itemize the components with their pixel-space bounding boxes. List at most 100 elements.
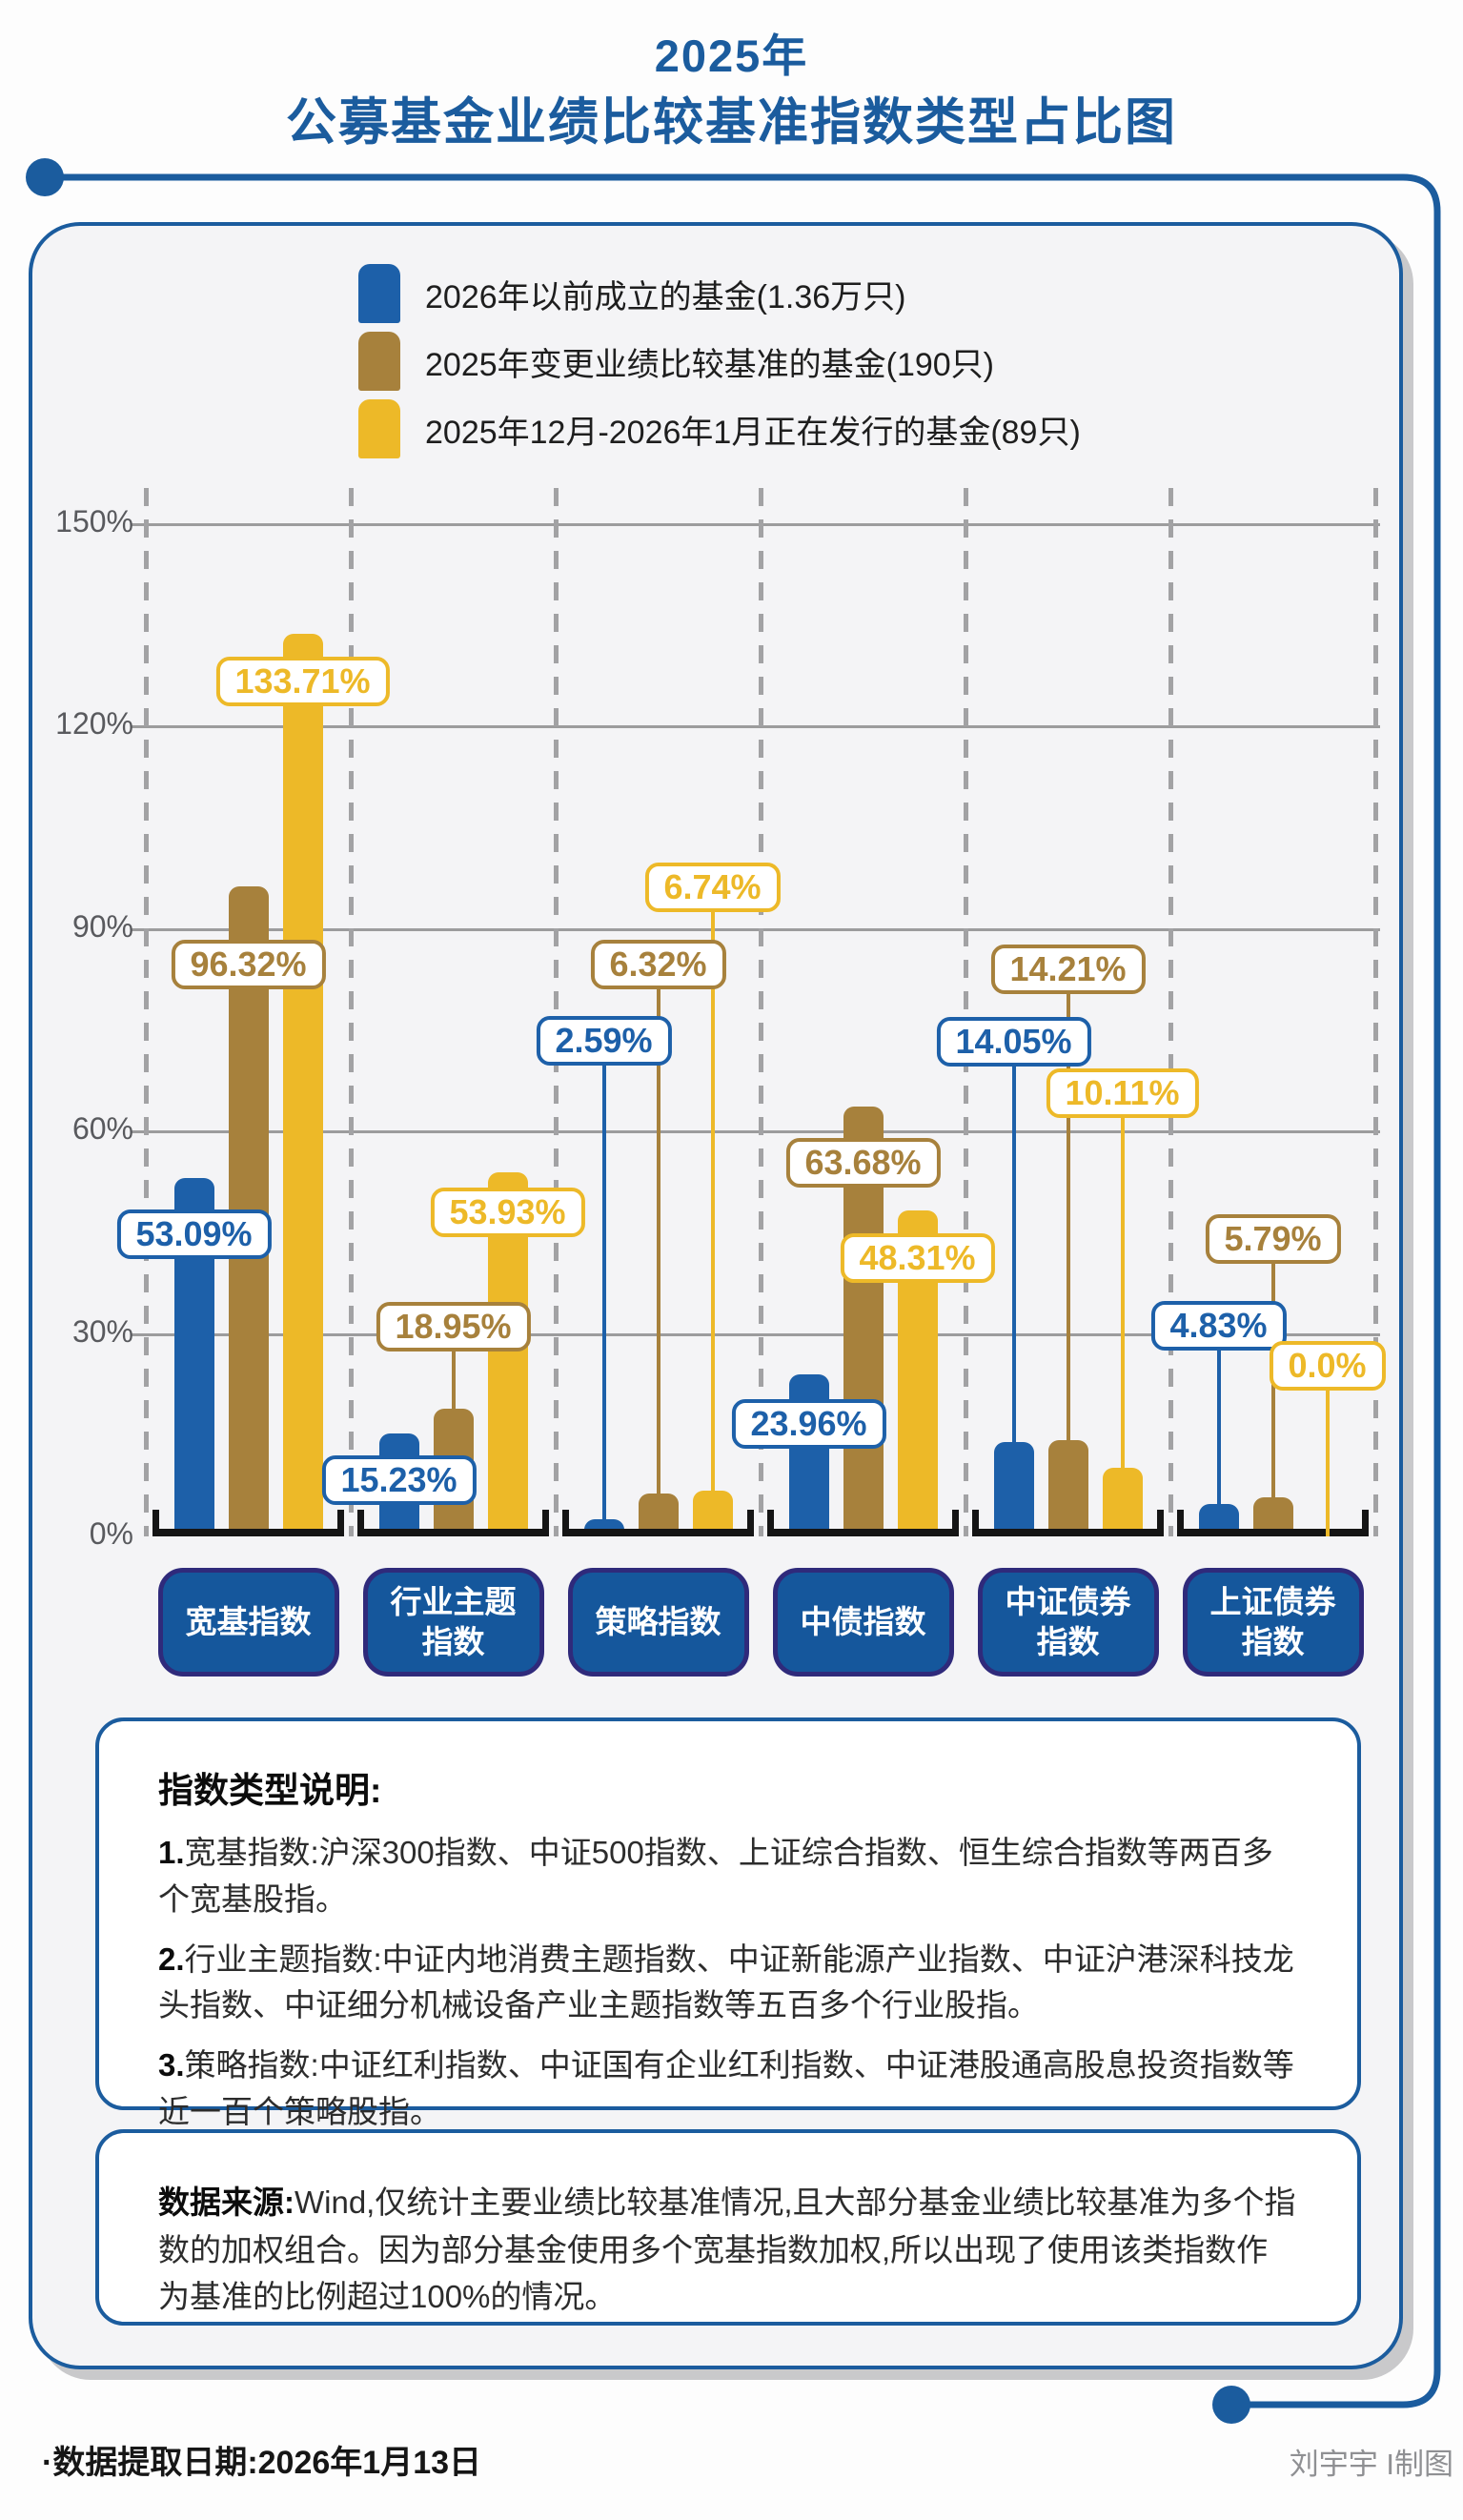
y-tick-mark: [131, 523, 146, 526]
y-tick-mark: [131, 927, 146, 931]
note-text: 行业主题指数:中证内地消费主题指数、中证新能源产业指数、中证沪港深科技龙头指数、…: [158, 1941, 1294, 2023]
value-label: 5.79%: [1205, 1214, 1341, 1264]
value-label: 6.32%: [590, 940, 726, 989]
value-label: 53.93%: [430, 1188, 585, 1237]
page-title: 公募基金业绩比较基准指数类型占比图: [286, 94, 1177, 151]
category-label-box: 行业主题 指数: [362, 1568, 544, 1677]
x-axis-baseline: [1177, 1529, 1369, 1536]
value-label: 4.83%: [1150, 1301, 1287, 1351]
note-item-1: 1.宽基指数:沪深300指数、中证500指数、上证综合指数、恒生综合指数等两百多…: [158, 1830, 1298, 1923]
author-credit: 刘宇宇 I制图: [1289, 2448, 1453, 2481]
note-text: 策略指数:中证红利指数、中证国有企业红利指数、中证港股通高股息投资指数等近一百个…: [158, 2047, 1294, 2130]
legend-item: 2026年以前成立的基金(1.36万只): [358, 264, 905, 323]
group-separator-line: [1168, 488, 1173, 1536]
legend-label: 2025年变更业绩比较基准的基金(190只): [425, 346, 995, 383]
label-connector-line: [1325, 1387, 1330, 1536]
legend-swatch-icon: [358, 399, 400, 458]
category-label-box: 中债指数: [772, 1568, 954, 1677]
legend-item: 2025年12月-2026年1月正在发行的基金(89只): [358, 399, 1081, 458]
value-label: 14.21%: [990, 945, 1146, 994]
value-label: 2.59%: [536, 1016, 672, 1066]
x-axis-end-tick: [1362, 1510, 1369, 1536]
x-axis-end-tick: [1157, 1510, 1164, 1536]
y-axis-dashed-line: [144, 488, 149, 1536]
notes-heading: 指数类型说明:: [158, 1771, 382, 1810]
y-tick-mark: [131, 1130, 146, 1134]
value-label: 133.71%: [215, 657, 390, 706]
x-axis-end-tick: [357, 1510, 364, 1536]
x-axis-end-tick: [767, 1510, 774, 1536]
legend-swatch-icon: [358, 332, 400, 391]
value-label: 18.95%: [376, 1302, 531, 1351]
group-separator-line: [759, 488, 763, 1536]
y-axis-tick-label: 150%: [55, 504, 133, 539]
x-axis-end-tick: [152, 1510, 159, 1536]
page-title-year: 2025年: [654, 30, 809, 81]
y-axis-tick-label: 90%: [71, 908, 133, 944]
value-label: 48.31%: [840, 1233, 995, 1283]
y-axis-tick-label: 60%: [71, 1111, 133, 1147]
x-axis-end-tick: [337, 1510, 344, 1536]
data-extraction-date: ·数据提取日期:2026年1月13日: [42, 2445, 482, 2481]
x-axis-baseline: [357, 1529, 549, 1536]
x-axis-end-tick: [747, 1510, 754, 1536]
value-label: 15.23%: [321, 1455, 477, 1505]
value-label: 0.0%: [1269, 1341, 1386, 1391]
legend-label: 2025年12月-2026年1月正在发行的基金(89只): [425, 414, 1081, 451]
group-separator-line: [964, 488, 968, 1536]
y-axis-tick-label: 0%: [89, 1516, 133, 1551]
index-type-notes-box: 指数类型说明: 1.宽基指数:沪深300指数、中证500指数、上证综合指数、恒生…: [95, 1717, 1361, 2129]
label-connector-line: [656, 986, 660, 1494]
note-number: 3.: [158, 2047, 185, 2083]
legend-swatch-icon: [358, 264, 400, 323]
group-separator-line: [349, 488, 354, 1536]
y-axis-tick-label: 30%: [71, 1313, 133, 1349]
category-label-box: 宽基指数: [157, 1568, 339, 1677]
x-axis-end-tick: [562, 1510, 569, 1536]
value-label: 96.32%: [171, 940, 326, 989]
x-axis-end-tick: [542, 1510, 549, 1536]
category-label-box: 策略指数: [567, 1568, 749, 1677]
x-axis-baseline: [562, 1529, 754, 1536]
y-axis-tick-label: 120%: [55, 706, 133, 742]
group-separator-line: [1373, 488, 1378, 1536]
source-label: 数据来源:: [158, 2185, 295, 2220]
category-label-box: 中证债券 指数: [977, 1568, 1159, 1677]
legend-label: 2026年以前成立的基金(1.36万只): [425, 278, 906, 315]
label-connector-line: [451, 1348, 456, 1409]
note-number: 1.: [158, 1835, 185, 1870]
data-source-box: 数据来源:Wind,仅统计主要业绩比较基准情况,且大部分基金业绩比较基准为多个指…: [95, 2129, 1361, 2326]
category-label-box: 上证债券 指数: [1182, 1568, 1364, 1677]
note-item-2: 2.行业主题指数:中证内地消费主题指数、中证新能源产业指数、中证沪港深科技龙头指…: [158, 1937, 1298, 2030]
label-connector-line: [710, 908, 715, 1491]
legend-item: 2025年变更业绩比较基准的基金(190只): [358, 332, 994, 391]
value-label: 23.96%: [731, 1399, 886, 1449]
bar-issuing-funds: [282, 634, 323, 1536]
x-axis-baseline: [972, 1529, 1164, 1536]
label-connector-line: [601, 1062, 606, 1519]
label-connector-line: [1120, 1114, 1125, 1468]
note-text: 宽基指数:沪深300指数、中证500指数、上证综合指数、恒生综合指数等两百多个宽…: [158, 1835, 1273, 1917]
label-connector-line: [1011, 1063, 1016, 1442]
source-paragraph: 数据来源:Wind,仅统计主要业绩比较基准情况,且大部分基金业绩比较基准为多个指…: [158, 2179, 1298, 2321]
value-label: 14.05%: [936, 1017, 1091, 1067]
group-separator-line: [554, 488, 559, 1536]
value-label: 53.09%: [116, 1209, 272, 1259]
x-axis-baseline: [767, 1529, 959, 1536]
x-axis-end-tick: [1177, 1510, 1184, 1536]
note-item-3: 3.策略指数:中证红利指数、中证国有企业红利指数、中证港股通高股息投资指数等近一…: [158, 2042, 1298, 2136]
bar-issuing-funds: [1102, 1468, 1143, 1536]
label-connector-line: [1216, 1347, 1221, 1504]
source-text: Wind,仅统计主要业绩比较基准情况,且大部分基金业绩比较基准为多个指数的加权组…: [158, 2185, 1296, 2314]
y-tick-mark: [131, 1332, 146, 1336]
bar-existing-funds: [993, 1442, 1034, 1536]
value-label: 63.68%: [785, 1138, 941, 1188]
x-axis-end-tick: [952, 1510, 959, 1536]
x-axis-end-tick: [972, 1510, 979, 1536]
value-label: 10.11%: [1046, 1068, 1199, 1118]
note-number: 2.: [158, 1941, 185, 1977]
label-connector-line: [1066, 990, 1070, 1440]
value-label: 6.74%: [644, 863, 781, 912]
